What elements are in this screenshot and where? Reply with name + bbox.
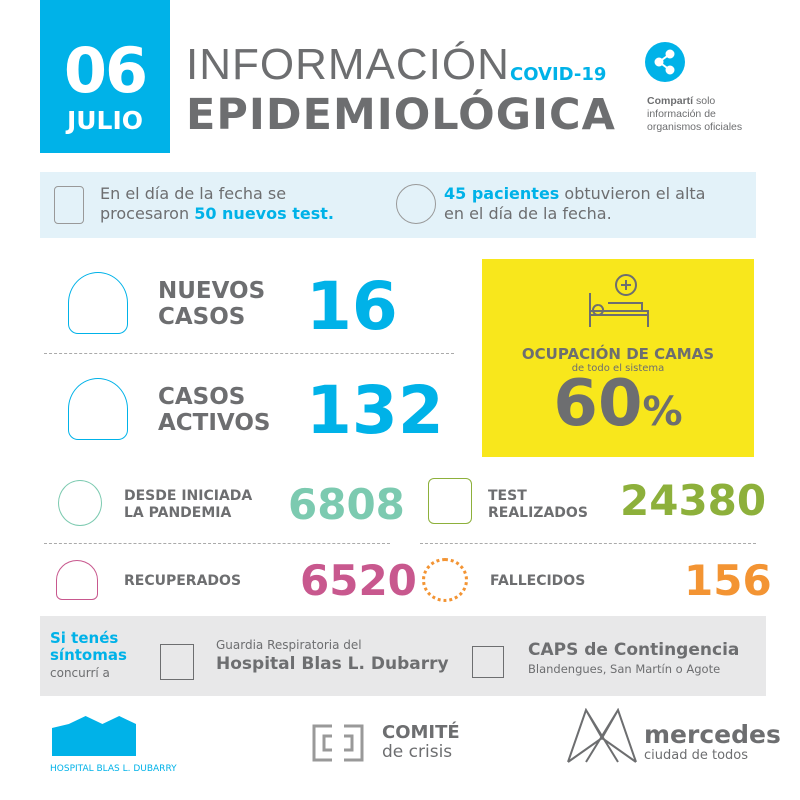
crisis-text: de crisis bbox=[382, 742, 453, 762]
hospital-logo bbox=[52, 716, 136, 756]
divider bbox=[44, 353, 454, 354]
recuperados-label: RECUPERADOS bbox=[124, 573, 242, 589]
bed-occupancy-subtitle: de todo el sistema bbox=[571, 363, 665, 374]
caps-name: CAPS de Contingencia bbox=[528, 640, 740, 660]
info-discharges-rest: obtuvieron el alta bbox=[559, 184, 706, 203]
comite-logo-icon bbox=[312, 724, 364, 762]
mercedes-tagline: ciudad de todos bbox=[644, 748, 749, 763]
fallecidos-value: 156 bbox=[684, 556, 772, 605]
info-bar: En el día de la fecha se procesaron 50 n… bbox=[40, 172, 756, 238]
casos-activos-label: CASOS ACTIVOS bbox=[158, 384, 271, 436]
bed-icon bbox=[589, 274, 649, 327]
share-bold: Compartí bbox=[647, 95, 694, 107]
date-day: 06 bbox=[63, 34, 148, 107]
nuevos-casos-label: NUEVOS CASOS bbox=[158, 278, 266, 330]
virus-icon bbox=[422, 558, 468, 602]
title-line1: INFORMACIÓN bbox=[186, 40, 510, 89]
info-tests-highlight: 50 nuevos test. bbox=[194, 204, 334, 223]
microscope-icon bbox=[54, 186, 84, 224]
info-discharges-line2: en el día de la fecha. bbox=[444, 204, 612, 223]
hospital-small: Guardia Respiratoria del bbox=[216, 638, 362, 652]
info-discharges: 45 pacientes obtuvieron el alta en el dí… bbox=[444, 184, 705, 224]
recuperados-value: 6520 bbox=[300, 556, 417, 605]
test-label: TEST REALIZADOS bbox=[488, 488, 588, 521]
share-rest: solo bbox=[693, 95, 716, 107]
casos-activos-value: 132 bbox=[306, 372, 444, 449]
title-line2: EPIDEMIOLÓGICA bbox=[186, 90, 616, 140]
share-text: Compartí solo información de organismos … bbox=[647, 95, 742, 134]
test-value: 24380 bbox=[620, 476, 767, 525]
divider bbox=[420, 543, 756, 544]
covid-tag: COVID-19 bbox=[510, 64, 607, 85]
divider bbox=[44, 543, 390, 544]
share-line2: información de bbox=[647, 108, 716, 120]
date-month: JULIO bbox=[66, 106, 144, 135]
comite-text: COMITÉ bbox=[382, 722, 460, 743]
microscope-icon bbox=[428, 478, 472, 524]
symptoms-bar: Si tenés síntomas concurrí a Guardia Resp… bbox=[40, 616, 766, 696]
masked-face-icon bbox=[58, 480, 102, 526]
heart-hand-icon bbox=[56, 560, 98, 600]
bed-occupancy-title: OCUPACIÓN DE CAMAS bbox=[521, 345, 715, 363]
hospital-building-icon bbox=[160, 644, 194, 680]
symptoms-heading: Si tenés síntomas bbox=[50, 629, 127, 664]
info-discharges-highlight: 45 pacientes bbox=[444, 184, 560, 203]
nuevos-casos-value: 16 bbox=[306, 268, 398, 345]
mercedes-text: mercedes bbox=[644, 720, 781, 749]
info-tests-mid: procesaron bbox=[100, 204, 195, 223]
hospital-logo-text: HOSPITAL BLAS L. DUBARRY bbox=[50, 764, 177, 774]
share-line3: organismos oficiales bbox=[647, 121, 743, 133]
date-box: 06 JULIO bbox=[40, 0, 170, 153]
bed-occupancy-box: OCUPACIÓN DE CAMAS de todo el sistema 60… bbox=[482, 259, 754, 457]
pandemia-label: DESDE INICIADA LA PANDEMIA bbox=[124, 488, 253, 521]
info-tests-line1: En el día de la fecha se bbox=[100, 184, 287, 203]
fallecidos-label: FALLECIDOS bbox=[490, 573, 586, 589]
bed-occupancy-unit: % bbox=[642, 389, 683, 435]
info-tests: En el día de la fecha se procesaron 50 n… bbox=[100, 184, 334, 224]
share-icon[interactable] bbox=[645, 42, 685, 82]
symptoms-concurri: concurrí a bbox=[50, 666, 110, 680]
clinic-building-icon bbox=[472, 646, 504, 678]
masked-person-plus-icon bbox=[68, 272, 128, 334]
pandemia-value: 6808 bbox=[288, 480, 405, 529]
masked-person-alert-icon bbox=[68, 378, 128, 440]
caps-locations: Blandengues, San Martín o Agote bbox=[528, 662, 721, 676]
hospital-name: Hospital Blas L. Dubarry bbox=[216, 654, 449, 674]
mercedes-logo-icon bbox=[567, 708, 637, 763]
patients-icon bbox=[396, 184, 436, 224]
bed-occupancy-value: 60 bbox=[553, 367, 643, 441]
